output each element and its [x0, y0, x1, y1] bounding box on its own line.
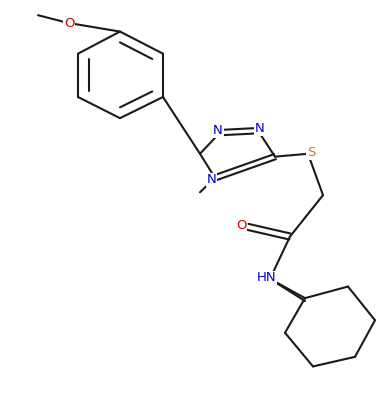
Text: N: N: [213, 124, 223, 137]
Text: N: N: [255, 122, 265, 135]
Text: O: O: [64, 17, 74, 30]
Text: HN: HN: [256, 271, 276, 284]
Text: O: O: [236, 219, 246, 232]
Text: S: S: [307, 146, 315, 159]
Text: N: N: [207, 173, 217, 186]
